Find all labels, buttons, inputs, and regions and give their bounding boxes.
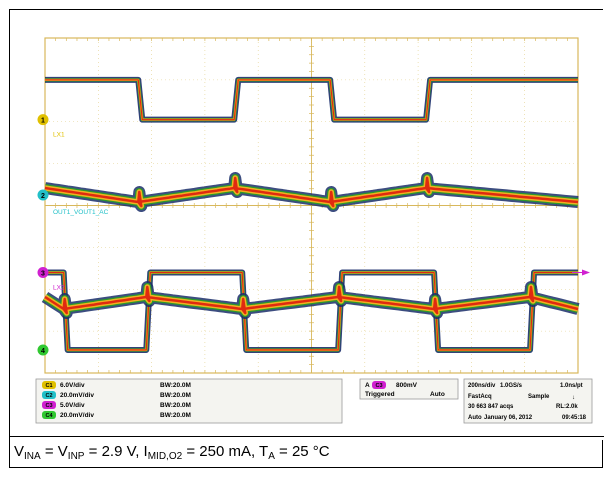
channel-badge-text: C1 bbox=[45, 383, 52, 389]
trigger-channel-text: C3 bbox=[375, 383, 382, 389]
channel-scale: 20.0mV/div bbox=[60, 412, 94, 419]
trigger-channel-badge bbox=[372, 381, 386, 389]
trigger-level: 800mV bbox=[396, 382, 418, 389]
trigger-level-arrow bbox=[582, 269, 590, 276]
channel-4-marker-label: 4 bbox=[41, 348, 45, 355]
channel-bandwidth: BW:20.0M bbox=[160, 412, 191, 419]
channel-4-marker bbox=[37, 344, 49, 356]
channel-scale: 6.0V/div bbox=[60, 382, 85, 389]
channel-badge-text: C4 bbox=[45, 413, 53, 419]
channel-bandwidth: BW:20.0M bbox=[160, 402, 191, 409]
lx1-trace-red bbox=[45, 79, 578, 121]
waveform-traces bbox=[41, 76, 580, 353]
sample-rate: 1.0GS/s bbox=[500, 383, 523, 389]
acquisition-mode: FastAcq bbox=[468, 394, 492, 400]
info-bar: C1 6.0V/div BW:20.0M C2 20.0mV/div BW:20.0M C3… bbox=[35, 378, 593, 424]
record-length: RL:2.0k bbox=[556, 404, 578, 410]
run-indicator: ↓ bbox=[572, 395, 575, 401]
channel-1-marker bbox=[37, 114, 49, 126]
points-resolution: 1.0ns/pt bbox=[560, 383, 583, 389]
channel-2-marker bbox=[37, 189, 49, 201]
acquisition-time: 09:45:18 bbox=[562, 415, 587, 421]
sampling-mode: Sample bbox=[528, 394, 550, 400]
channel-2-marker-label: 2 bbox=[41, 193, 45, 200]
channel-badge-3 bbox=[42, 401, 56, 409]
timebase: 200ns/div bbox=[468, 383, 496, 389]
vout1-trace-red bbox=[44, 176, 579, 208]
acquisition-date: January 06, 2012 bbox=[484, 415, 533, 421]
trigger-state: Triggered bbox=[365, 391, 395, 398]
lx2-trace-red bbox=[45, 271, 578, 351]
channel-3-name: LX2 bbox=[53, 284, 65, 291]
channel-badge-1 bbox=[42, 381, 56, 389]
acquisition-box bbox=[463, 378, 593, 424]
scope-grid bbox=[44, 37, 579, 374]
channel-scale: 5.0V/div bbox=[60, 402, 85, 409]
channel-1-name: LX1 bbox=[53, 131, 65, 138]
acquisition-count: 30 663 847 acqs bbox=[468, 404, 514, 410]
vout2-trace-red bbox=[44, 285, 579, 315]
channel-badge-text: C3 bbox=[45, 403, 52, 409]
test-conditions-caption: VINA = VINP = 2.9 V, IMID,O2 = 250 mA, T… bbox=[14, 443, 330, 462]
channel-bandwidth: BW:20.0M bbox=[160, 392, 191, 399]
channel-badge-text: C2 bbox=[45, 393, 52, 399]
channel-bandwidth: BW:20.0M bbox=[160, 382, 191, 389]
trigger-mode: Auto bbox=[430, 391, 445, 398]
caption-divider bbox=[10, 436, 604, 437]
trigger-source: A bbox=[365, 382, 370, 389]
channel-markers: 1 2 3 4 bbox=[37, 114, 590, 356]
channel-settings-box bbox=[35, 378, 343, 424]
auto-label: Auto bbox=[468, 415, 482, 421]
channel-badge-4 bbox=[42, 411, 56, 419]
channel-3-marker bbox=[37, 267, 49, 278]
channel-scale: 20.0mV/div bbox=[60, 392, 94, 399]
channel-badge-2 bbox=[42, 391, 56, 399]
channel-1-marker-label: 1 bbox=[41, 118, 45, 125]
channel-2-name: OUT1_VOUT1_AC bbox=[53, 209, 109, 216]
channel-3-marker-label: 3 bbox=[41, 271, 45, 278]
